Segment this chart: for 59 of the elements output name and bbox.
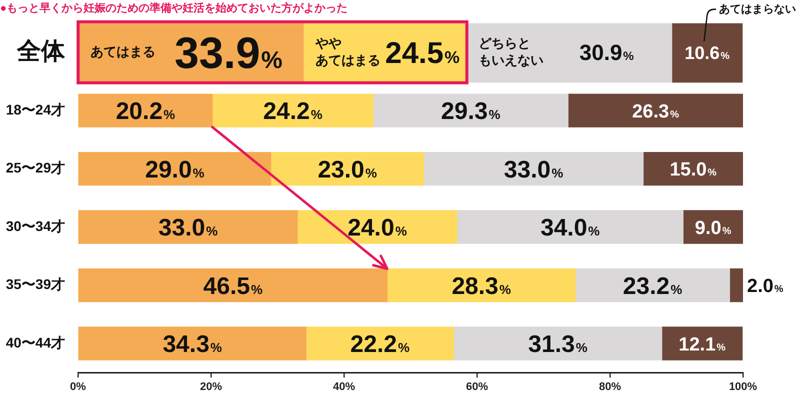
data-label: 24.0% <box>348 214 408 242</box>
bar <box>306 326 454 360</box>
data-label: 34.3% <box>162 331 222 358</box>
y-tick-label: 25〜29才 <box>6 160 65 176</box>
data-label: 30.9% <box>579 40 634 66</box>
bar <box>78 210 298 244</box>
bar <box>453 326 662 360</box>
chart-title: ●もっと早くから妊娠のための準備や妊活を始めておいた方がよかった <box>0 2 348 15</box>
data-label: 23.2% <box>622 272 683 300</box>
y-tick-label: 30〜34才 <box>6 218 65 234</box>
bar <box>568 94 743 128</box>
data-label: 31.3% <box>528 331 588 358</box>
y-tick-label: 18〜24才 <box>6 101 65 118</box>
x-tick-label: 60% <box>466 381 488 394</box>
y-tick-label: 全体 <box>16 38 66 65</box>
x-tick-label: 40% <box>332 381 356 394</box>
data-label: 12.1% <box>678 334 726 356</box>
data-label: 33.0% <box>158 214 218 242</box>
data-label: 46.5% <box>203 272 263 300</box>
data-label: 24.5% <box>385 37 460 70</box>
data-label: 34.0% <box>540 214 600 242</box>
data-label: 29.0% <box>145 156 205 184</box>
data-label: 26.3% <box>632 101 680 122</box>
bar <box>78 152 272 186</box>
series-label: あてはまる <box>90 44 156 59</box>
x-tick-label: 20% <box>200 381 222 394</box>
bar <box>78 268 388 302</box>
bar <box>642 152 743 186</box>
bar <box>78 94 213 128</box>
bar <box>575 268 730 302</box>
series-label: どちらともいえない <box>478 35 544 68</box>
bar <box>78 326 306 360</box>
bar <box>456 210 684 244</box>
data-label: 23.0% <box>318 156 378 184</box>
bar <box>297 210 458 244</box>
data-label: 2.0% <box>747 276 784 298</box>
data-label: 9.0% <box>694 218 732 239</box>
data-label: 28.3% <box>452 272 512 300</box>
bar <box>729 268 743 302</box>
series-label: ややあてはまる <box>314 35 380 68</box>
data-label: 33.9% <box>174 29 283 78</box>
bar <box>212 94 374 128</box>
data-label: 24.2% <box>263 98 323 126</box>
x-tick-label: 100% <box>728 381 758 394</box>
x-tick-label: 0% <box>70 381 86 394</box>
data-label: 33.0% <box>504 156 564 184</box>
data-label: 22.2% <box>350 331 410 358</box>
x-tick-label: 80% <box>598 381 622 394</box>
y-tick-label: 35〜39才 <box>6 276 65 292</box>
bar <box>372 94 568 128</box>
bar <box>423 152 644 186</box>
data-label: 15.0% <box>670 160 717 181</box>
y-tick-label: 40〜44才 <box>6 334 65 350</box>
data-label: 10.6% <box>684 42 730 63</box>
data-label: 29.3% <box>441 98 501 126</box>
bar <box>662 326 743 360</box>
data-label: 20.2% <box>116 98 176 126</box>
series-label: あてはまらない <box>719 3 796 16</box>
bar <box>386 268 576 302</box>
